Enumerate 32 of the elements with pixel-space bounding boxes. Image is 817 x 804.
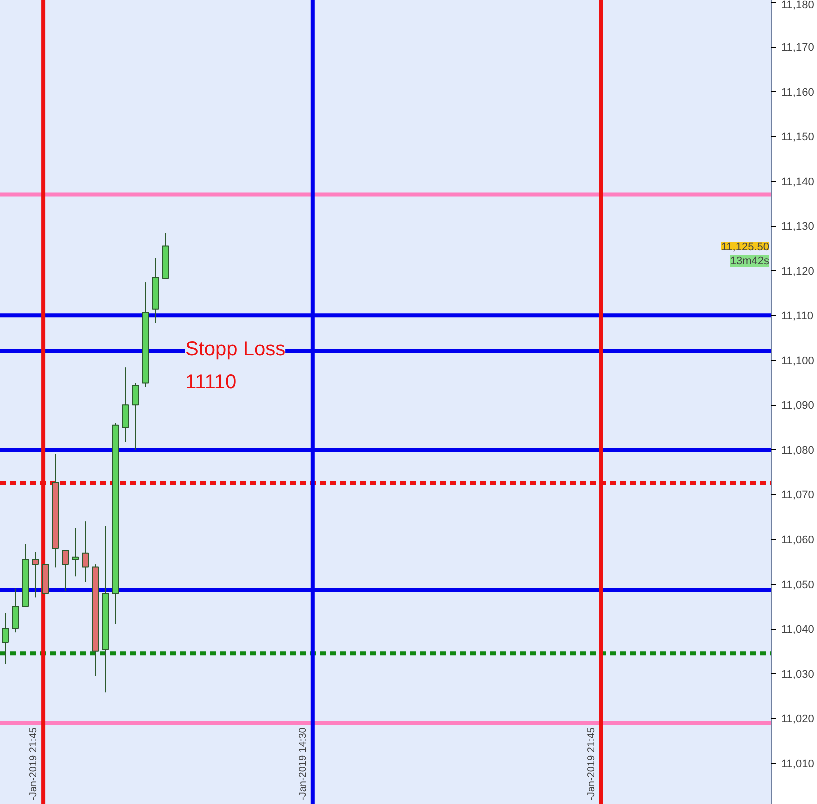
candlestick [122,367,130,443]
y-tick-label: 11,010 [782,758,814,770]
y-tick-label: 11,110 [782,310,814,323]
candlestick [62,550,70,592]
candlestick [12,588,20,634]
annotation: -Jan-2019 14:30 [298,727,309,800]
y-tick-label: 11,070 [782,490,814,502]
annotation: -Jan-2019 21:45 [28,727,40,800]
y-tick-label: 11,120 [782,266,814,278]
y-tick-label: 11,020 [782,714,814,726]
y-tick-label: 11,040 [782,624,814,636]
candlestick [82,521,90,583]
annotation: 11,125.50 [721,242,770,254]
candlestick [32,552,40,598]
candlestick [72,528,80,578]
y-tick-label: 11,140 [782,176,814,188]
annotation: 13m42s [730,256,770,268]
y-tick-label: 11,180 [782,0,814,12]
y-tick-label: 11,080 [782,444,814,457]
y-tick-label: 11,100 [782,355,814,368]
y-tick-label: 11,170 [782,42,814,54]
y-tick-label: 11,130 [782,221,814,234]
y-tick-label: 11,090 [782,400,814,412]
annotation: Stopp Loss 11110 [186,338,286,394]
y-tick-label: 11,050 [782,579,814,592]
candlestick [132,382,140,451]
y-tick-label: 11,150 [782,132,814,144]
y-tick-label: 11,030 [782,668,814,681]
annotation: -Jan-2019 21:45 [586,727,598,800]
candlestick [2,612,10,665]
y-tick-label: 11,060 [782,534,814,546]
y-tick-label: 11,160 [782,86,814,99]
